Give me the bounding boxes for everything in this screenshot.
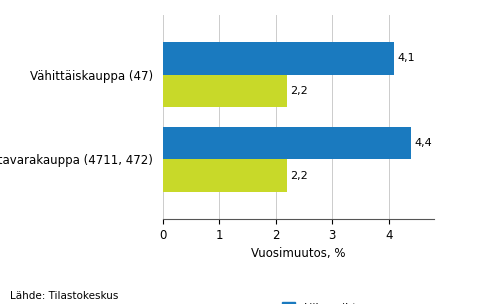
Bar <box>163 42 394 74</box>
Text: 4,4: 4,4 <box>415 138 432 148</box>
Text: 4,1: 4,1 <box>398 54 415 64</box>
X-axis label: Vuosimuutos, %: Vuosimuutos, % <box>251 247 346 260</box>
Bar <box>163 160 287 192</box>
Bar <box>163 74 287 107</box>
Text: 2,2: 2,2 <box>290 171 308 181</box>
Text: Lähde: Tilastokeskus: Lähde: Tilastokeskus <box>10 291 118 301</box>
Legend: Liikevaihto, Myynnin määrä: Liikevaihto, Myynnin määrä <box>282 302 391 304</box>
Text: 2,2: 2,2 <box>290 86 308 96</box>
Bar <box>163 127 411 160</box>
